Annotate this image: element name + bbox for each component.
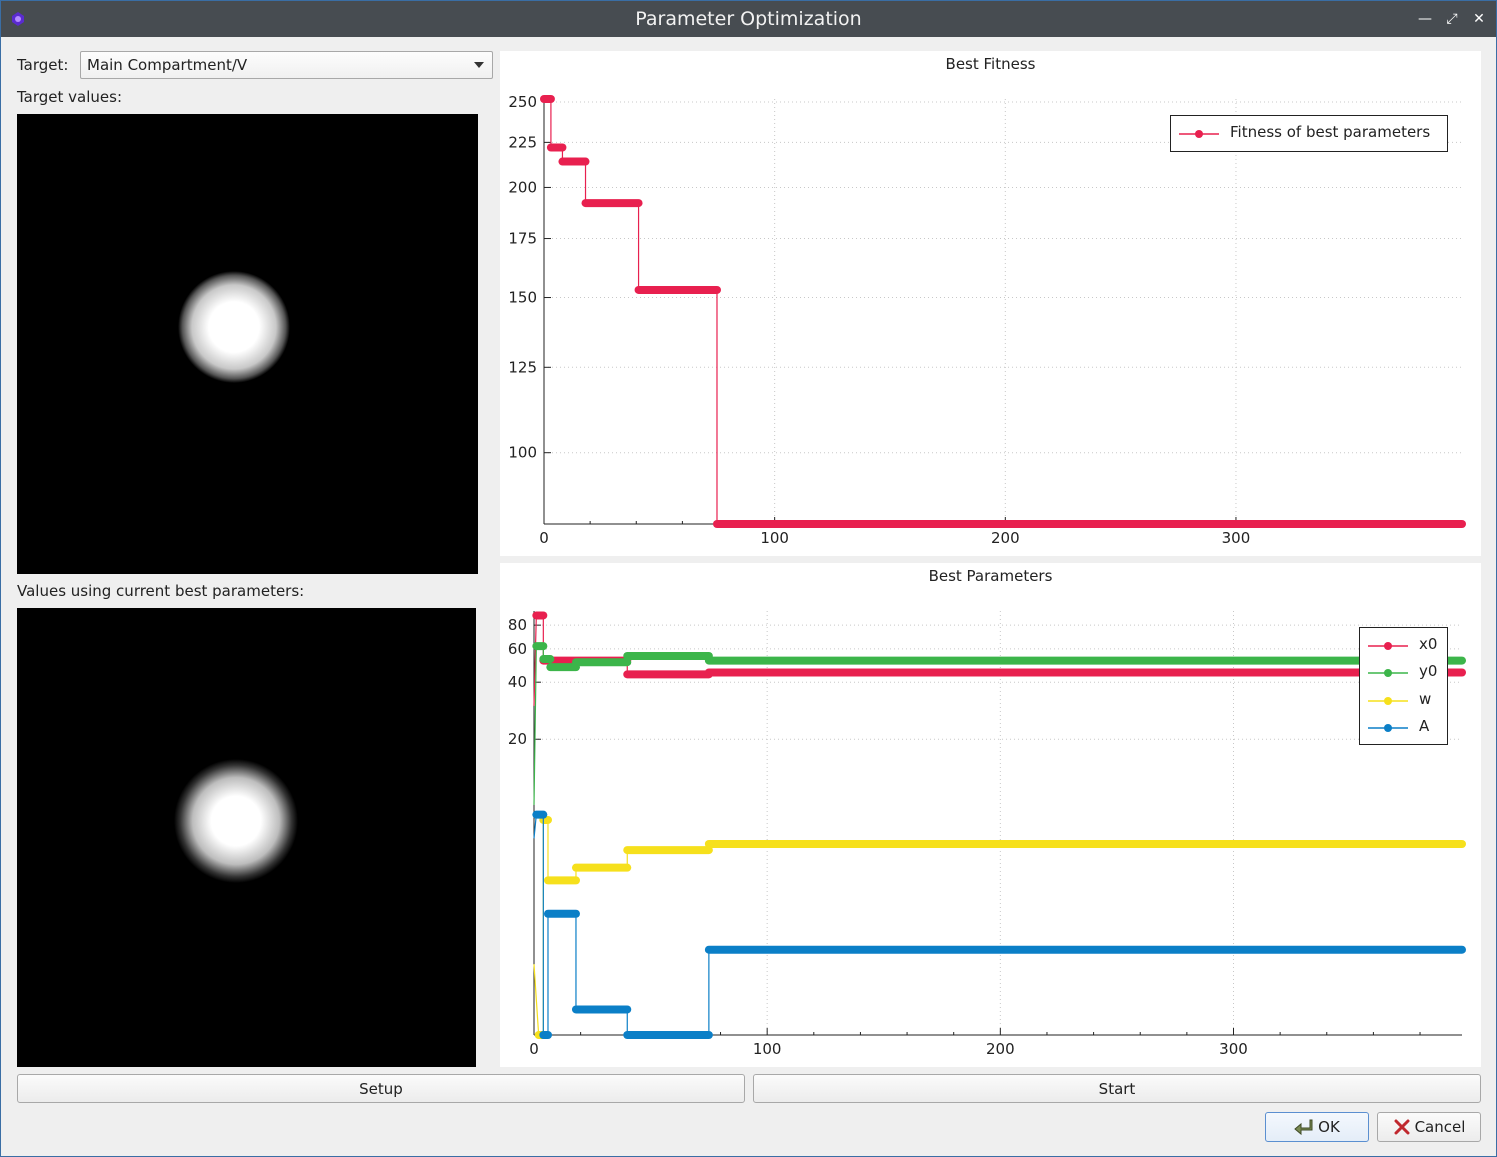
legend-item-y0: y0 [1360,659,1447,683]
legend-label-x0: x0 [1419,635,1438,653]
best-fitness-plot: 0 100 200 300 250 225 200 175 150 125 100 [508,93,1466,547]
legend-swatch-w [1368,697,1408,705]
app-icon [12,12,24,26]
window-title: Parameter Optimization [635,8,862,30]
best-parameters-title: Best Parameters [928,567,1053,585]
fitness-xtick-label: 100 [760,529,789,547]
legend-label-y0: y0 [1419,662,1438,680]
fitness-legend-label: Fitness of best parameters [1230,123,1431,141]
fitness-xtick-label: 200 [991,529,1020,547]
legend-item-w: w [1360,687,1447,711]
cancel-button[interactable]: Cancel [1377,1112,1481,1142]
fitness-series-Fitness of best parameters-line [544,98,1462,525]
fitness-ytick-label: 225 [508,133,537,151]
current-values-label: Values using current best parameters: [17,582,305,600]
target-values-label: Target values: [17,88,123,106]
target-combobox-value: Main Compartment/V [87,56,248,74]
cancel-x-icon [1394,1119,1410,1135]
legend-item-a: A [1360,714,1447,738]
legend-label-w: w [1419,690,1432,708]
params-ytick-label: 40 [508,673,527,691]
close-icon[interactable]: ✕ [1473,11,1485,27]
fitness-ytick-label: 125 [508,358,537,376]
params-xtick-label: 0 [529,1040,539,1058]
target-blob [178,271,290,383]
cancel-button-label: Cancel [1414,1117,1466,1136]
best-parameters-plot: 0 100 200 300 80 60 40 20 [508,611,1466,1058]
best-parameters-chart: Best Parameters 0 100 200 300 80 60 40 20 x0 y0… [500,563,1481,1067]
target-combobox[interactable]: Main Compartment/V [80,51,493,79]
params-ytick-label: 80 [508,616,527,634]
fitness-xtick-label: 300 [1222,529,1251,547]
current-blob [174,759,298,883]
fitness-ytick-label: 250 [508,93,537,111]
best-fitness-title: Best Fitness [945,55,1036,73]
fitness-legend: Fitness of best parameters [1170,115,1448,152]
fitness-xtick-label: 0 [539,529,549,547]
fitness-ytick-label: 175 [508,230,537,248]
legend-item-x0: x0 [1360,632,1447,656]
fitness-legend-swatch [1179,130,1219,138]
legend-label-a: A [1419,717,1430,735]
params-xtick-label: 300 [1219,1040,1248,1058]
target-label: Target: [17,56,69,74]
params-ytick-label: 60 [508,640,527,658]
params-legend: x0 y0 w A [1359,627,1448,745]
minimize-icon[interactable]: — [1418,11,1432,27]
ok-button-label: OK [1318,1117,1340,1136]
fitness-ytick-label: 200 [508,178,537,196]
current-values-image [17,608,476,1067]
params-ytick-label: 20 [508,730,527,748]
chevron-down-icon[interactable] [474,62,484,68]
best-fitness-chart: Best Fitness 0 100 200 300 250 225 200 175 150 12… [500,51,1481,556]
title-bar: Parameter Optimization — ⤢ ✕ [1,1,1496,37]
setup-button[interactable]: Setup [17,1074,745,1103]
params-xtick-label: 200 [986,1040,1015,1058]
ok-button[interactable]: OK [1265,1112,1369,1142]
legend-swatch-a [1368,724,1408,732]
legend-swatch-x0 [1368,642,1408,650]
target-values-image [17,114,478,574]
params-xtick-label: 100 [753,1040,782,1058]
fitness-ytick-label: 150 [508,289,537,307]
start-button[interactable]: Start [753,1074,1481,1103]
legend-swatch-y0 [1368,669,1408,677]
fitness-ytick-label: 100 [508,444,537,462]
ok-arrow-icon [1294,1119,1313,1136]
restore-icon[interactable]: ⤢ [1446,11,1458,27]
